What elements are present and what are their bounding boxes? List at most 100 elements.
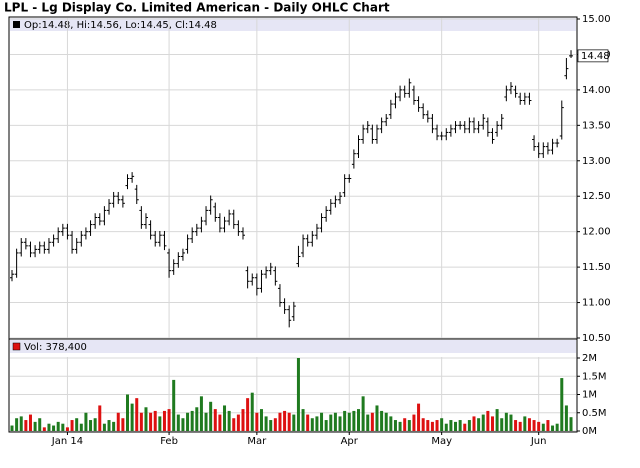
- volume-bar: [112, 421, 116, 431]
- volume-bar: [329, 414, 333, 431]
- volume-bar: [250, 392, 254, 431]
- volume-bar: [551, 425, 555, 431]
- volume-bar: [514, 420, 518, 431]
- legend-swatch: [12, 342, 21, 351]
- volume-bar: [241, 409, 245, 431]
- volume-bar: [19, 416, 23, 431]
- volume-bar: [84, 412, 88, 431]
- volume-bar: [33, 421, 37, 431]
- volume-bar: [481, 414, 485, 431]
- y-tick-label: 15.00: [582, 14, 611, 25]
- y-tick-label: 11.50: [582, 262, 611, 273]
- x-tick-label: Feb: [160, 436, 178, 447]
- volume-bar: [315, 416, 319, 431]
- volume-bar: [472, 416, 476, 431]
- volume-bar: [393, 420, 397, 431]
- volume-legend-bar: [10, 340, 576, 353]
- volume-bar: [504, 412, 508, 431]
- volume-bar: [181, 418, 185, 431]
- y-tick-label: 2M: [582, 353, 597, 364]
- volume-bar: [158, 416, 162, 431]
- volume-bar: [246, 398, 250, 431]
- y-tick-label: 1.5M: [582, 371, 607, 382]
- volume-bar: [75, 418, 79, 431]
- volume-bar: [347, 412, 351, 431]
- volume-bar: [564, 405, 568, 431]
- volume-bar: [449, 420, 453, 431]
- volume-bar: [333, 412, 337, 431]
- volume-bar: [518, 421, 522, 431]
- volume-bar: [98, 405, 102, 431]
- volume-bar: [153, 410, 157, 431]
- volume-bar: [555, 423, 559, 431]
- volume-bar: [343, 410, 347, 431]
- volume-bar: [255, 412, 259, 431]
- volume-bar: [28, 414, 32, 431]
- volume-bar: [412, 414, 416, 431]
- volume-bar: [162, 410, 166, 431]
- volume-bar: [139, 412, 143, 431]
- last-price-box: [577, 49, 609, 63]
- volume-bar: [463, 423, 467, 431]
- volume-bar: [186, 412, 190, 431]
- volume-bar: [130, 403, 134, 431]
- volume-bar: [70, 420, 74, 431]
- volume-bar: [458, 420, 462, 431]
- volume-bar: [417, 403, 421, 431]
- volume-legend: Vol: 378,400: [24, 342, 87, 353]
- volume-bar: [366, 414, 370, 431]
- volume-bar: [38, 418, 42, 431]
- y-tick-label: 13.00: [582, 156, 611, 167]
- volume-bar: [375, 405, 379, 431]
- volume-bar: [269, 420, 273, 431]
- volume-bar: [107, 420, 111, 431]
- chart-title: LPL - Lg Display Co. Limited American - …: [4, 1, 390, 15]
- volume-bar: [65, 427, 69, 431]
- volume-bar: [273, 418, 277, 431]
- y-tick-label: 0M: [582, 426, 597, 437]
- volume-bar: [102, 423, 106, 431]
- volume-bar: [135, 398, 139, 431]
- volume-bar: [93, 418, 97, 431]
- volume-bar: [384, 412, 388, 431]
- legend-swatch: [13, 21, 20, 28]
- volume-bar: [389, 416, 393, 431]
- volume-bar: [204, 412, 208, 431]
- volume-bar: [296, 358, 300, 431]
- volume-bar: [264, 416, 268, 431]
- volume-bar: [440, 418, 444, 431]
- volume-bar: [532, 420, 536, 431]
- x-tick-label: Jan 14: [51, 436, 83, 447]
- volume-bar: [56, 421, 60, 431]
- volume-bar: [537, 421, 541, 431]
- x-tick-label: Jun: [530, 436, 547, 447]
- volume-bar: [283, 410, 287, 431]
- volume-bar: [569, 417, 573, 431]
- x-tick-label: May: [431, 436, 452, 447]
- volume-bar: [227, 410, 231, 431]
- volume-bar: [149, 412, 153, 431]
- volume-bar: [126, 394, 129, 431]
- volume-bar: [167, 409, 171, 431]
- volume-bar: [121, 418, 125, 431]
- volume-bar: [435, 420, 439, 431]
- volume-bar: [213, 409, 217, 431]
- volume-bar: [370, 412, 374, 431]
- volume-bar: [320, 412, 324, 431]
- volume-bar: [89, 420, 93, 431]
- y-tick-label: 0.5M: [582, 408, 607, 419]
- volume-bar: [523, 416, 527, 431]
- y-tick-label: 11.00: [582, 298, 611, 309]
- y-tick-label: 12.50: [582, 191, 611, 202]
- volume-bar: [10, 425, 14, 431]
- y-tick-label: 14.00: [582, 85, 611, 96]
- volume-bar: [236, 414, 240, 431]
- volume-bar: [407, 420, 411, 431]
- volume-bar: [306, 414, 310, 431]
- volume-bar: [24, 420, 28, 431]
- volume-bar: [500, 418, 504, 431]
- volume-bar: [176, 414, 180, 431]
- volume-bar: [52, 425, 56, 431]
